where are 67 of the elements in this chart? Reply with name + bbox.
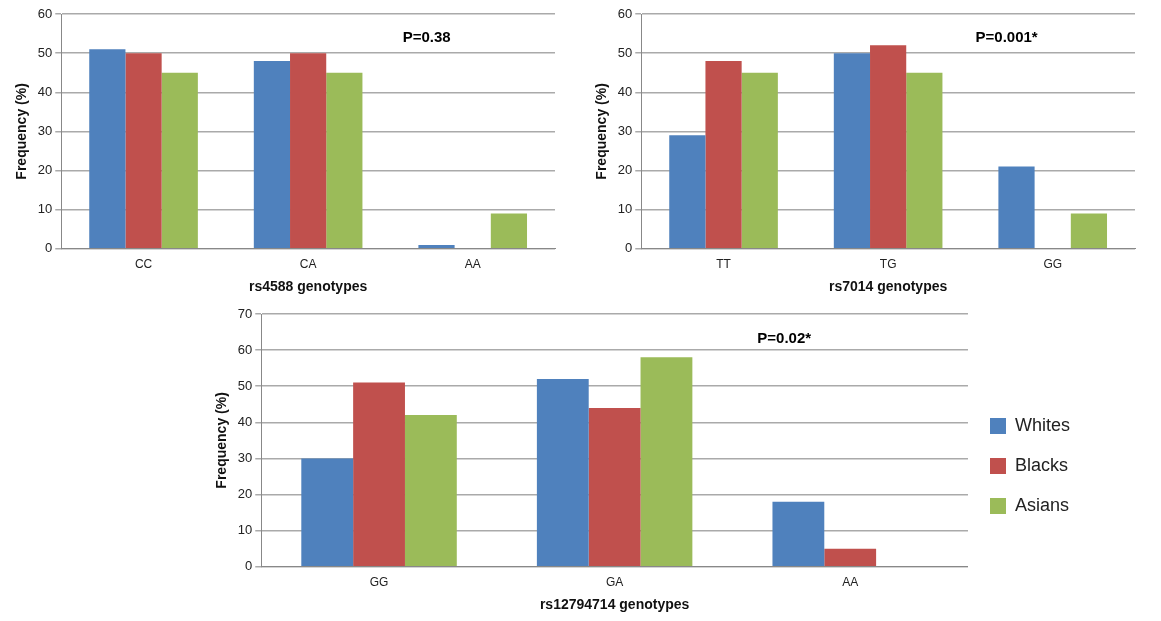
x-axis-title: rs7014 genotypes (828, 278, 948, 295)
y-tick-label: 10 (37, 201, 53, 217)
bar (705, 60, 742, 249)
y-tick-label: 0 (45, 240, 53, 256)
annotation: P=0.38 (402, 27, 451, 45)
bar (301, 458, 354, 567)
y-axis-title: Frequency (%) (13, 83, 30, 180)
x-tick-label: CA (299, 257, 317, 272)
x-tick-label: GA (605, 575, 624, 590)
y-tick-label: 30 (37, 122, 53, 138)
bar (490, 213, 528, 249)
y-tick-label: 60 (617, 5, 633, 21)
x-tick-label: TG (879, 257, 897, 272)
y-tick-label: 20 (617, 162, 633, 178)
bar (161, 72, 198, 249)
bar (906, 72, 943, 249)
x-tick-label: CC (134, 257, 153, 272)
y-tick-label: 70 (237, 305, 253, 321)
annotation: P=0.001* (975, 27, 1038, 45)
bar (1070, 213, 1108, 249)
bar (640, 357, 693, 567)
bar (741, 72, 778, 249)
bar (125, 53, 162, 249)
y-tick-label: 60 (37, 5, 53, 21)
bar (89, 49, 126, 249)
bar (824, 548, 877, 567)
x-tick-label: TT (716, 257, 732, 272)
bar (326, 72, 363, 249)
legend-label: Whites (1014, 414, 1070, 435)
bar (870, 45, 907, 249)
y-axis-title: Frequency (%) (593, 83, 610, 180)
x-tick-label: AA (464, 257, 481, 272)
bar (772, 501, 825, 567)
y-tick-label: 40 (37, 83, 53, 99)
bar (290, 53, 327, 249)
y-tick-label: 40 (617, 83, 633, 99)
y-tick-label: 50 (37, 44, 53, 60)
y-tick-label: 20 (237, 486, 253, 502)
x-axis-title: rs12794714 genotypes (539, 596, 690, 613)
x-tick-label: GG (1043, 257, 1063, 272)
bar (418, 244, 455, 249)
y-tick-label: 50 (237, 377, 253, 393)
bar (404, 415, 457, 567)
annotation: P=0.02* (757, 329, 812, 347)
y-tick-label: 10 (617, 201, 633, 217)
x-tick-label: GG (369, 575, 389, 590)
bar (588, 407, 641, 567)
bar (536, 379, 589, 567)
y-tick-label: 0 (625, 240, 633, 256)
y-tick-label: 50 (617, 44, 633, 60)
y-tick-label: 40 (237, 413, 253, 429)
y-tick-label: 0 (245, 558, 253, 574)
y-tick-label: 20 (37, 162, 53, 178)
bar (253, 60, 291, 249)
bar (353, 382, 405, 567)
y-tick-label: 30 (237, 450, 253, 466)
legend-label: Asians (1014, 494, 1070, 515)
y-axis-title: Frequency (%) (213, 392, 230, 489)
y-tick-label: 10 (237, 522, 253, 538)
y-tick-label: 30 (617, 122, 633, 138)
bar (669, 135, 706, 249)
bar (833, 53, 871, 249)
x-tick-label: AA (842, 575, 859, 590)
legend-label: Blacks (1014, 454, 1068, 475)
x-axis-title: rs4588 genotypes (248, 278, 368, 295)
bar (998, 166, 1035, 249)
y-tick-label: 60 (237, 341, 253, 357)
